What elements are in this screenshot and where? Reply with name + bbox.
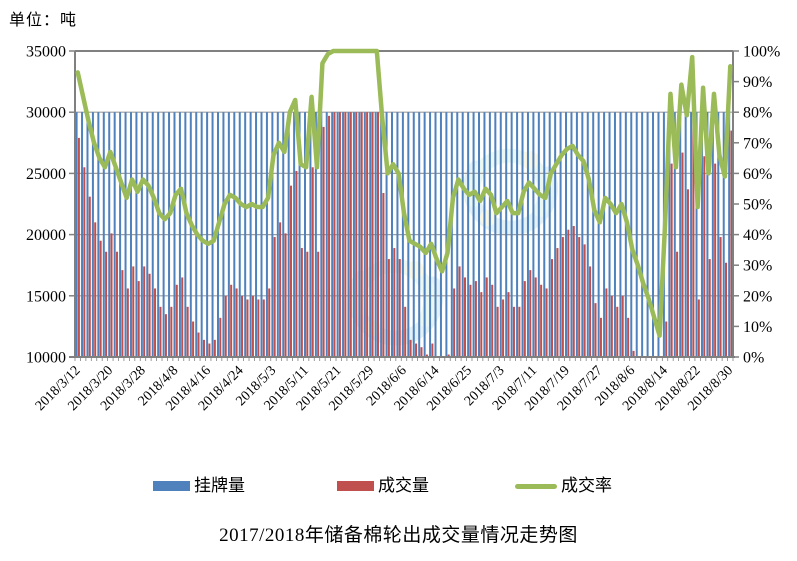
- x-tick-labels: 2018/3/122018/3/202018/3/282018/4/82018/…: [33, 363, 736, 414]
- bars-listed: [75, 112, 731, 357]
- legend-swatch-rate-line: [515, 483, 557, 489]
- svg-text:0%: 0%: [743, 350, 764, 367]
- legend-item-listed: 挂牌量: [153, 477, 245, 495]
- svg-text:35000: 35000: [26, 44, 66, 61]
- svg-text:80%: 80%: [743, 105, 772, 122]
- legend-label-rate: 成交率: [561, 476, 612, 495]
- rate-line: [75, 48, 733, 338]
- svg-text:60%: 60%: [743, 166, 772, 183]
- chart-title: 2017/2018年储备棉轮出成交量情况走势图: [219, 525, 578, 546]
- svg-text:10%: 10%: [743, 319, 772, 336]
- svg-text:70%: 70%: [743, 135, 772, 152]
- legend-item-deal: 成交量: [337, 477, 429, 495]
- svg-text:30%: 30%: [743, 258, 772, 275]
- svg-text:15000: 15000: [26, 288, 66, 305]
- svg-text:30000: 30000: [26, 105, 66, 122]
- svg-text:20%: 20%: [743, 288, 772, 305]
- legend-label-deal: 成交量: [378, 476, 429, 495]
- svg-text:25000: 25000: [26, 166, 66, 183]
- legend-swatch-deal-bar: [337, 481, 374, 491]
- watermark-logo: [348, 148, 559, 346]
- legend-swatch-listed-bar: [153, 481, 190, 491]
- legend: 挂牌量 成交量 成交率: [0, 477, 797, 497]
- legend-item-rate: 成交率: [515, 477, 612, 495]
- bars-deal: [77, 112, 733, 358]
- y-right-tick-labels: 0% 10% 20% 30% 40% 50% 60% 70% 80% 90% 100%: [743, 44, 780, 367]
- svg-text:40%: 40%: [743, 227, 772, 244]
- svg-text:50%: 50%: [743, 197, 772, 214]
- svg-text:10000: 10000: [26, 350, 66, 367]
- axes: [69, 50, 739, 361]
- y-left-tick-labels: 10000 15000 20000 25000 30000 35000: [26, 44, 66, 367]
- svg-text:20000: 20000: [26, 227, 66, 244]
- svg-text:90%: 90%: [743, 74, 772, 91]
- unit-label: 单位：吨: [9, 10, 78, 29]
- svg-text:100%: 100%: [743, 44, 780, 61]
- legend-label-listed: 挂牌量: [194, 476, 245, 495]
